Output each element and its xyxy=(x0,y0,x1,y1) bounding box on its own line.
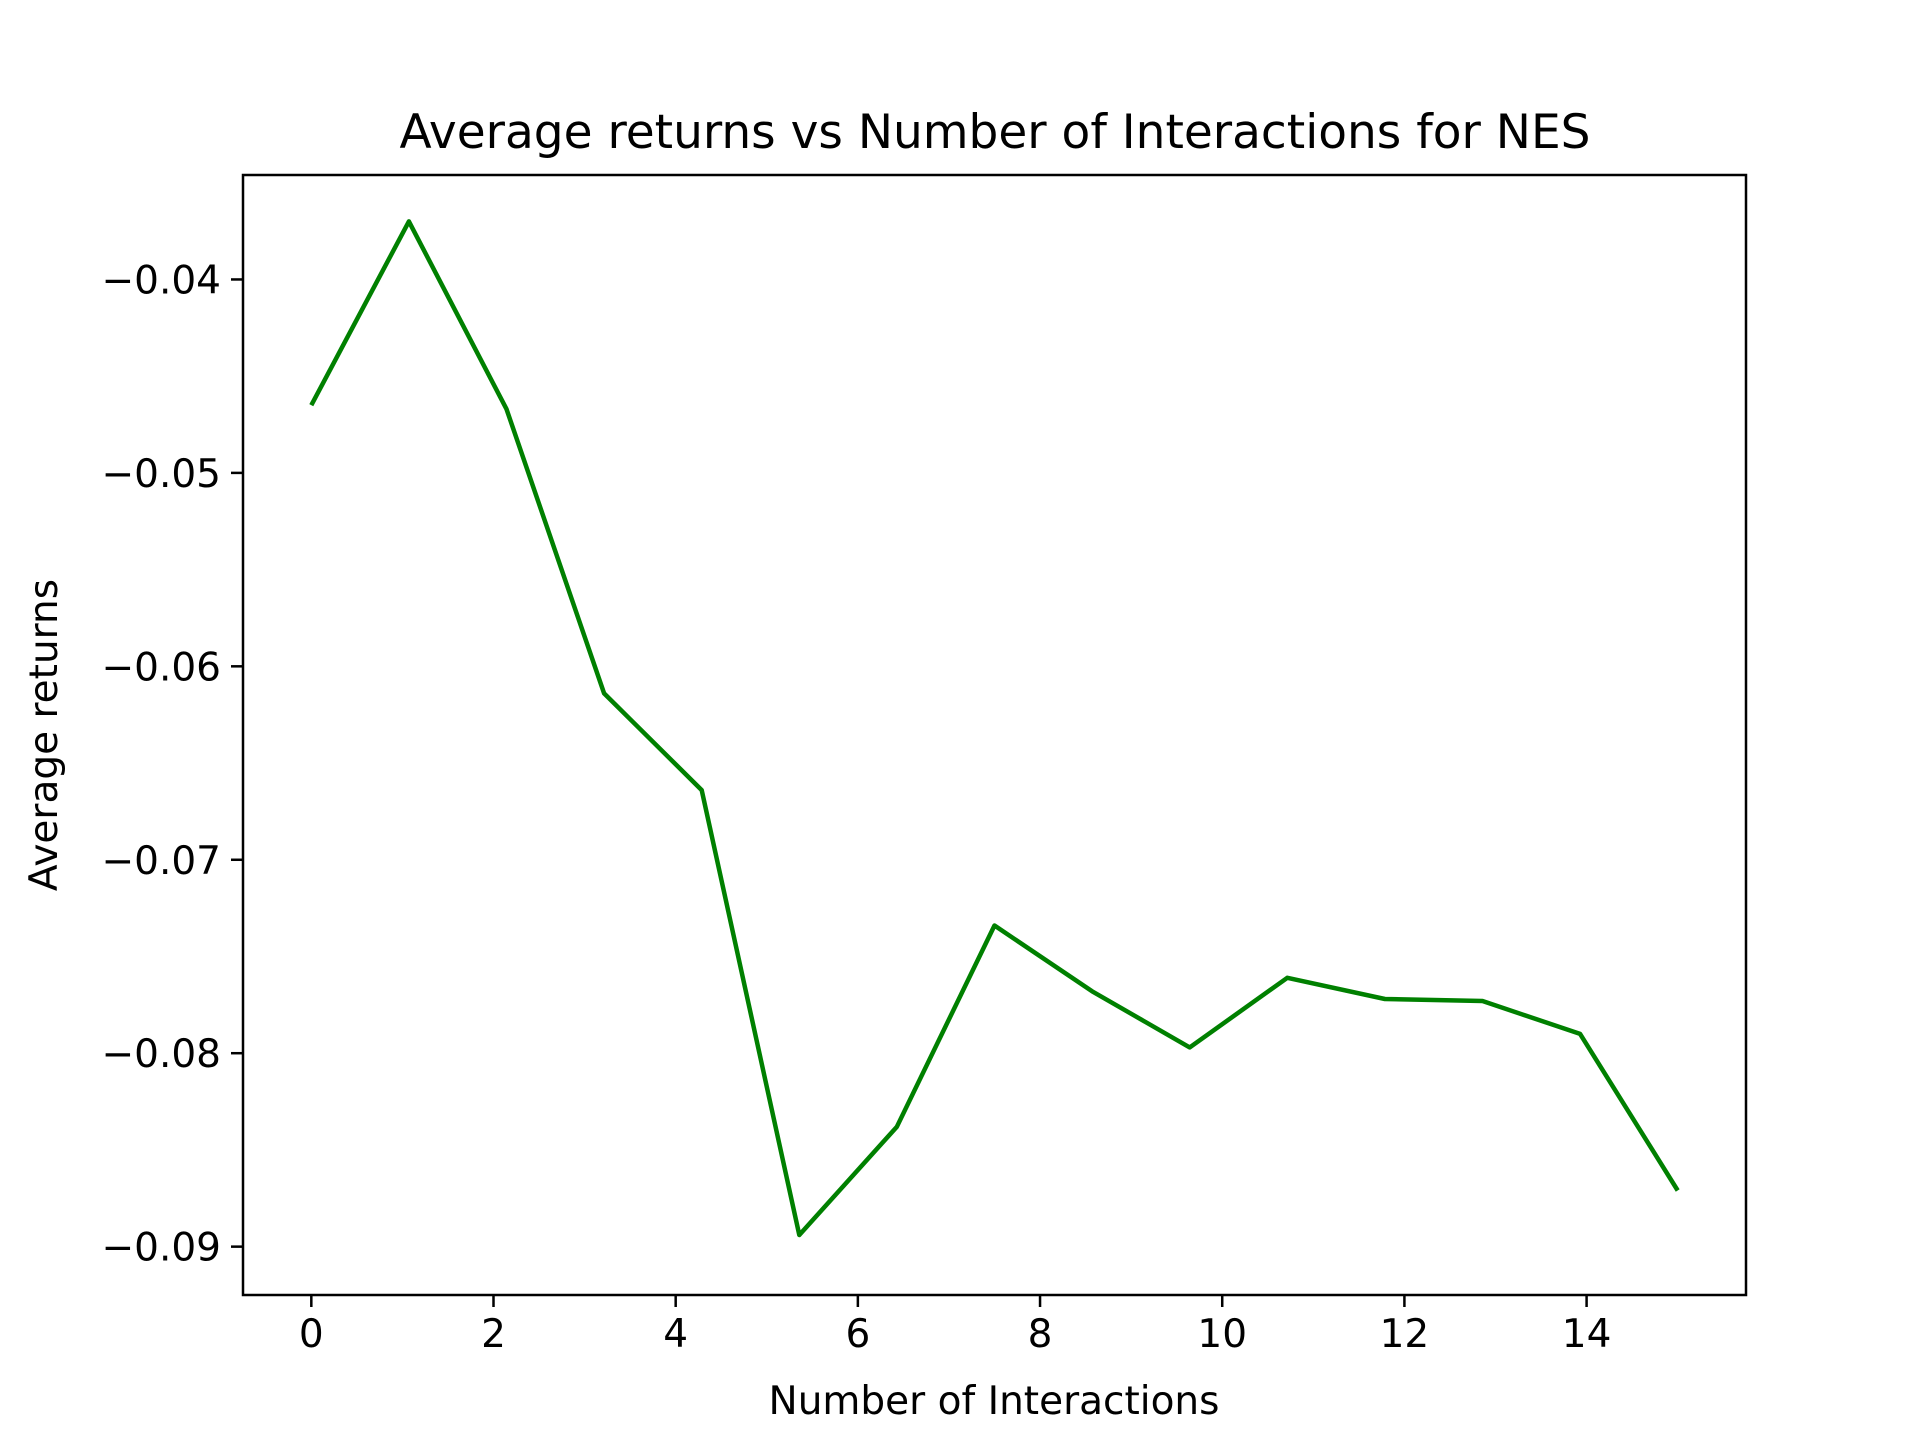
y-tick-label: −0.08 xyxy=(101,1032,221,1077)
y-tick-label: −0.04 xyxy=(101,258,221,303)
chart-title: Average returns vs Number of Interaction… xyxy=(400,105,1591,160)
x-tick-label: 0 xyxy=(299,1312,324,1357)
x-tick-label: 8 xyxy=(1028,1312,1053,1357)
y-axis: −0.04 −0.05 −0.06 −0.07 −0.08 −0.09 xyxy=(101,258,243,1271)
x-tick-label: 14 xyxy=(1562,1312,1612,1357)
y-tick-label: −0.06 xyxy=(101,645,221,690)
x-axis: 0 2 4 6 8 10 12 14 xyxy=(299,1295,1612,1357)
y-tick-label: −0.05 xyxy=(101,452,221,497)
x-tick-label: 4 xyxy=(663,1312,688,1357)
x-tick-label: 2 xyxy=(481,1312,506,1357)
series-line xyxy=(309,219,1680,1238)
y-tick-label: −0.07 xyxy=(101,839,221,884)
x-axis-label: Number of Interactions xyxy=(769,1379,1220,1424)
y-axis-label: Average returns xyxy=(22,579,67,891)
y-tick-label: −0.09 xyxy=(101,1226,221,1271)
x-tick-label: 12 xyxy=(1380,1312,1430,1357)
x-tick-label: 6 xyxy=(845,1312,870,1357)
plot-frame xyxy=(241,173,1748,1297)
plot-area xyxy=(309,219,1680,1238)
x-tick-label: 10 xyxy=(1197,1312,1247,1357)
